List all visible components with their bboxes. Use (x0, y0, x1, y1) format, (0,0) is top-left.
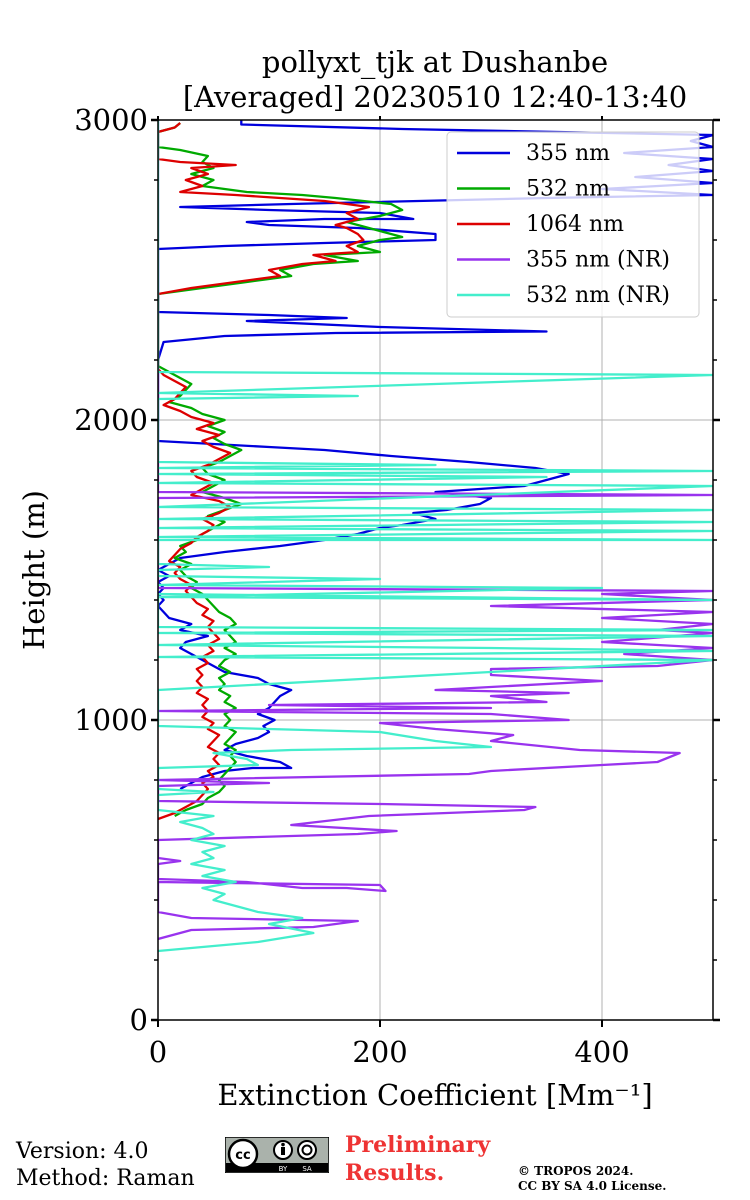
cc-by-label: BY (279, 1165, 288, 1173)
series-line-4 (158, 120, 713, 953)
version-text: Version: 4.0 (16, 1139, 149, 1164)
svg-text:cc: cc (235, 1148, 250, 1163)
y-tick-label: 3000 (74, 103, 148, 137)
chart-title-line1: pollyxt_tjk at Dushanbe (262, 45, 608, 80)
legend-label-0: 355 nm (526, 141, 610, 166)
method-text: Method: Raman (16, 1166, 195, 1191)
series-line-3 (158, 120, 713, 941)
legend-box (446, 131, 700, 318)
y-tick-label: 1000 (74, 703, 148, 737)
y-axis-label: Height (m) (17, 490, 51, 650)
copyright-notice: © TROPOS 2024. CC BY SA 4.0 License. (518, 1164, 666, 1194)
legend-label-3: 355 nm (NR) (526, 248, 670, 273)
legend-label-1: 532 nm (526, 177, 610, 202)
chart-title-line2: [Averaged] 20230510 12:40-13:40 (183, 80, 687, 114)
copyright-line1: © TROPOS 2024. (518, 1164, 634, 1178)
x-tick-label: 400 (574, 1035, 629, 1069)
x-axis-label: Extinction Coefficient [Mm⁻¹] (217, 1078, 652, 1112)
cc-license-badge: cc BY SA (225, 1137, 329, 1173)
legend-label-2: 1064 nm (526, 212, 624, 237)
plot-frame (157, 119, 714, 1021)
cc-sa-label: SA (302, 1165, 312, 1173)
axes: 0 200 400 0 1000 2000 3000 (74, 103, 720, 1069)
footer-info: Version: 4.0 Method: Raman (16, 1138, 195, 1192)
series-line-0 (158, 120, 713, 791)
sa-icon (297, 1140, 317, 1160)
legend: 355 nm 532 nm 1064 nm 355 nm (NR) 532 nm (NR… (446, 131, 700, 318)
x-tick-label: 0 (149, 1035, 167, 1069)
preliminary-notice: Preliminary Results. (345, 1131, 490, 1187)
series-layer (158, 120, 713, 953)
preliminary-line1: Preliminary (345, 1132, 491, 1158)
y-tick-label: 2000 (74, 403, 148, 437)
copyright-line2: CC BY SA 4.0 License. (518, 1179, 667, 1193)
legend-label-4: 532 nm (NR) (526, 283, 670, 308)
preliminary-line2: Results. (345, 1160, 445, 1186)
cc-icon (227, 1138, 259, 1170)
y-tick-label: 0 (130, 1003, 148, 1037)
x-tick-label: 200 (352, 1035, 407, 1069)
